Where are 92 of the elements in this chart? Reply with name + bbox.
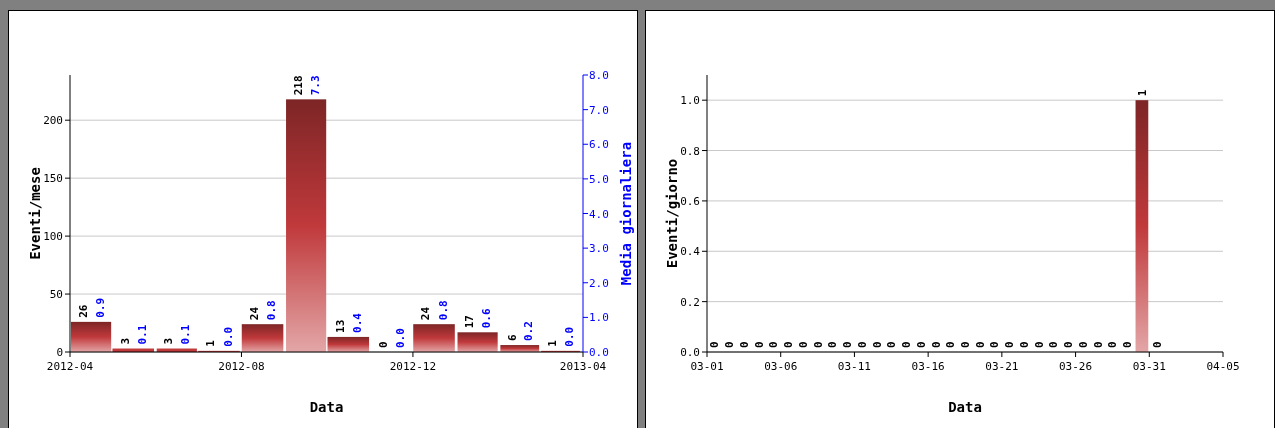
x-axis-title: Data <box>309 399 344 415</box>
x-tick-label: 03-16 <box>911 360 945 373</box>
x-tick-label: 2012-08 <box>218 360 265 373</box>
data-label: 0 <box>752 341 766 348</box>
data-label: 0 <box>826 341 840 348</box>
x-tick-label: 04-05 <box>1206 360 1240 373</box>
annotation: 0.0 <box>562 326 576 347</box>
data-label: 0 <box>737 341 751 348</box>
y-tick-label: 1.0 <box>680 94 700 108</box>
data-label: 0 <box>796 341 810 348</box>
data-label: 1 <box>204 339 218 347</box>
data-label: 0 <box>929 341 943 348</box>
data-label: 0 <box>885 341 899 348</box>
x-tick-label: 03-11 <box>837 360 871 373</box>
data-label: 0 <box>914 341 928 348</box>
data-label: 26 <box>76 304 90 318</box>
y-axis-title: Eventi/mese <box>27 167 43 260</box>
data-label: 0 <box>377 341 391 348</box>
x-tick-label: 2013-04 <box>559 360 607 373</box>
data-label: 1 <box>1135 89 1149 97</box>
data-label: 0 <box>708 341 722 348</box>
annotation: 0.2 <box>521 321 535 342</box>
data-label: 3 <box>118 337 132 345</box>
data-label: 0 <box>944 341 958 348</box>
data-label: 0 <box>1032 341 1046 348</box>
data-label: 0 <box>855 341 869 348</box>
y-tick-label: 200 <box>43 114 63 128</box>
data-label: 0 <box>841 341 855 348</box>
data-label: 1 <box>546 339 560 347</box>
y2-tick-label: 5.0 <box>589 172 609 186</box>
annotation: 0.0 <box>221 326 235 347</box>
y-tick-label: 0 <box>56 346 63 359</box>
data-label: 17 <box>463 315 477 329</box>
y2-tick-label: 0.0 <box>589 346 609 359</box>
annotation: 0.0 <box>394 328 408 348</box>
y2-tick-label: 4.0 <box>589 207 609 221</box>
x-tick-label: 2012-12 <box>389 360 437 373</box>
data-label: 13 <box>333 319 347 333</box>
data-label: 0 <box>988 341 1002 348</box>
data-label: 0 <box>1017 341 1031 348</box>
annotation: 7.3 <box>308 75 322 96</box>
data-label: 0 <box>973 341 987 348</box>
data-label: 6 <box>505 334 519 342</box>
data-label: 0 <box>900 341 914 348</box>
data-label: 0 <box>782 341 796 348</box>
data-label: 0 <box>1062 341 1076 348</box>
y2-tick-label: 1.0 <box>589 311 609 325</box>
annotation: 0.9 <box>93 297 107 318</box>
y2-axis-title: Media giornaliera <box>618 141 634 286</box>
data-label: 0 <box>723 341 737 348</box>
data-label: 3 <box>162 337 176 345</box>
data-label: 0 <box>1076 341 1090 348</box>
data-label: 24 <box>247 306 261 321</box>
x-tick-label: 03-01 <box>690 360 724 373</box>
data-label: 0 <box>959 341 972 348</box>
y-tick-label: 100 <box>43 230 63 244</box>
annotation: 0.1 <box>135 324 149 345</box>
y-tick-label: 0.0 <box>680 346 700 359</box>
annotation: 0.8 <box>265 300 279 321</box>
data-label: 0 <box>870 341 884 348</box>
y2-tick-label: 7.0 <box>589 103 609 117</box>
x-tick-label: 03-26 <box>1059 360 1093 373</box>
y-tick-label: 150 <box>43 172 63 186</box>
x-tick-label: 03-06 <box>764 360 798 373</box>
data-label: 0 <box>1121 341 1135 348</box>
data-label: 0 <box>1106 341 1120 348</box>
y-tick-label: 0.8 <box>680 144 700 158</box>
y-tick-label: 0.2 <box>680 295 700 309</box>
y-axis-title: Eventi/giorno <box>664 158 680 269</box>
annotation: 0.1 <box>179 324 193 345</box>
annotation: 0.8 <box>436 300 450 321</box>
data-label: 0 <box>767 341 781 348</box>
data-label: 0 <box>1091 341 1105 348</box>
data-label: 24 <box>419 306 433 321</box>
y-tick-label: 0.6 <box>680 194 700 208</box>
data-label: 0 <box>1150 341 1164 348</box>
y-tick-label: 50 <box>49 288 63 302</box>
y2-tick-label: 6.0 <box>589 138 609 152</box>
data-label: 0 <box>811 341 825 348</box>
y2-tick-label: 8.0 <box>589 69 609 82</box>
x-tick-label: 03-31 <box>1132 360 1166 373</box>
y2-tick-label: 2.0 <box>589 276 609 290</box>
data-label: 0 <box>1003 341 1017 348</box>
annotation: 0.4 <box>351 312 364 333</box>
annotation: 0.6 <box>480 308 494 329</box>
y-tick-label: 0.4 <box>680 245 701 259</box>
x-axis-title: Data <box>948 399 982 415</box>
data-label: 0 <box>1047 341 1061 348</box>
x-tick-label: 2012-04 <box>46 360 94 373</box>
x-tick-label: 03-21 <box>985 360 1019 373</box>
y2-tick-label: 3.0 <box>589 242 609 256</box>
data-label: 218 <box>291 75 305 96</box>
